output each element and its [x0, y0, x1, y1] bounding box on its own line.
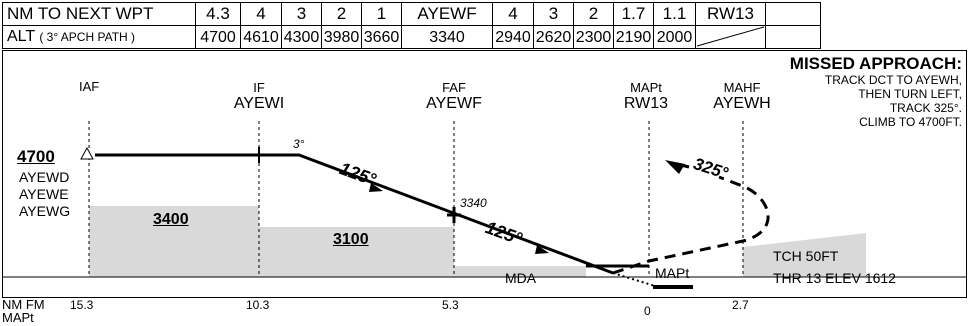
missed-arrow-icon — [665, 160, 685, 174]
alt-cell: 2000 — [653, 25, 696, 49]
nm-cell: 2 — [321, 2, 362, 26]
mda-label: MDA — [505, 270, 537, 286]
iaf-label: IAF — [79, 79, 100, 94]
alt-header-main: ALT — [7, 28, 35, 45]
alt-slash-cell — [695, 25, 766, 49]
mahf-name: AYEWH — [713, 95, 771, 112]
nm-header: NM TO NEXT WPT — [2, 2, 196, 26]
direction-arrow-1 — [369, 183, 383, 192]
alt-cell: 4610 — [240, 25, 282, 49]
direction-arrow-2 — [535, 245, 549, 254]
distance-tick: 2.7 — [732, 298, 749, 312]
alt-empty-cell — [765, 25, 821, 49]
distance-tick: 10.3 — [246, 298, 270, 312]
missed-line: CLIMB TO 4700FT. — [859, 115, 962, 129]
glide-angle: 3° — [293, 137, 305, 151]
faf-name: AYEWF — [426, 95, 482, 112]
distance-axis-label: NM FM MAPt — [2, 298, 45, 324]
nm-cell: 1.7 — [613, 2, 654, 26]
mapt-tag: MAPt — [655, 265, 690, 281]
missed-line: THEN TURN LEFT, — [858, 87, 962, 101]
alt-cell: 4300 — [281, 25, 322, 49]
nm-cell: 4 — [240, 2, 282, 26]
faf-label: FAF AYEWF — [419, 81, 489, 113]
nm-cell: 1 — [361, 2, 402, 26]
vertical-profile: MISSED APPROACH: TRACK DCT TO AYEWH, THE… — [2, 50, 967, 298]
visual-segment — [612, 272, 656, 287]
alt-row: ALT ( 3° APCH PATH ) 4700 4610 4300 3980… — [2, 25, 821, 49]
faf-altitude: 3340 — [460, 196, 487, 210]
distance-tick: 0 — [644, 304, 651, 318]
mapt-name: RW13 — [623, 95, 669, 112]
nm-cell: 4 — [492, 2, 534, 26]
mahf-role: MAHF — [723, 80, 761, 95]
mapt-label: MAPt RW13 — [616, 81, 676, 113]
nm-cell: 3 — [281, 2, 322, 26]
approach-path — [95, 153, 614, 275]
nm-cell: RW13 — [695, 2, 766, 26]
slash-mark — [696, 26, 765, 47]
runway-approach-area — [743, 233, 866, 277]
msa-label-2: 3100 — [333, 231, 369, 248]
alt-cell: 3660 — [361, 25, 402, 49]
mapt-role: MAPt — [630, 80, 662, 95]
hold-fix: AYEWG — [19, 203, 71, 219]
iaf-altitude: 4700 — [17, 147, 55, 166]
if-label: IF AYEWI — [229, 81, 289, 113]
alt-cell: 3340 — [401, 25, 493, 49]
distance-axis-label-line1: NM FM — [2, 297, 45, 312]
alt-cell: 2940 — [492, 25, 534, 49]
alt-header-sub: ( 3° APCH PATH ) — [39, 30, 136, 44]
if-name: AYEWI — [233, 95, 285, 112]
alt-cell: 3980 — [321, 25, 362, 49]
distance-tick: 15.3 — [70, 298, 94, 312]
alt-cell: 2620 — [533, 25, 574, 49]
missed-approach-box: MISSED APPROACH: TRACK DCT TO AYEWH, THE… — [789, 54, 962, 130]
missed-line: TRACK 325°. — [889, 101, 962, 115]
hold-fix: AYEWE — [19, 186, 69, 202]
missed-approach-title: MISSED APPROACH: — [789, 54, 962, 73]
mahf-label: MAHF AYEWH — [707, 81, 777, 113]
faf-role: FAF — [442, 80, 466, 95]
missed-arrow-shaft — [676, 162, 690, 169]
nm-row: NM TO NEXT WPT 4.3 4 3 2 1 AYEWF 4 3 2 1… — [2, 2, 821, 26]
nm-cell: AYEWF — [401, 2, 493, 26]
distance-axis-label-line2: MAPt — [2, 310, 34, 325]
alt-cell: 2190 — [613, 25, 654, 49]
nm-cell: 3 — [533, 2, 574, 26]
missed-approach-path — [612, 175, 770, 275]
nm-cell: 4.3 — [195, 2, 241, 26]
iaf-triangle-icon — [80, 146, 94, 160]
missed-line: TRACK DCT TO AYEWH, — [824, 73, 962, 87]
altitude-distance-table: NM TO NEXT WPT 4.3 4 3 2 1 AYEWF 4 3 2 1… — [2, 2, 821, 49]
tch-label: TCH 50FT — [773, 248, 839, 264]
if-role: IF — [253, 80, 265, 95]
alt-cell: 4700 — [195, 25, 241, 49]
obstacle-area — [89, 206, 586, 277]
alt-header: ALT ( 3° APCH PATH ) — [2, 25, 196, 49]
hold-fix: AYEWD — [19, 169, 70, 185]
profile-canvas — [3, 121, 966, 289]
hold-fixes: AYEWD AYEWE AYEWG — [19, 169, 70, 220]
threshold-label: THR 13 ELEV 1612 — [773, 270, 896, 286]
msa-label-1: 3400 — [153, 211, 189, 228]
nm-cell: 2 — [573, 2, 614, 26]
nm-cell: 1.1 — [653, 2, 696, 26]
nm-empty-cell — [765, 2, 821, 26]
alt-cell: 2300 — [573, 25, 614, 49]
distance-tick: 5.3 — [442, 298, 459, 312]
